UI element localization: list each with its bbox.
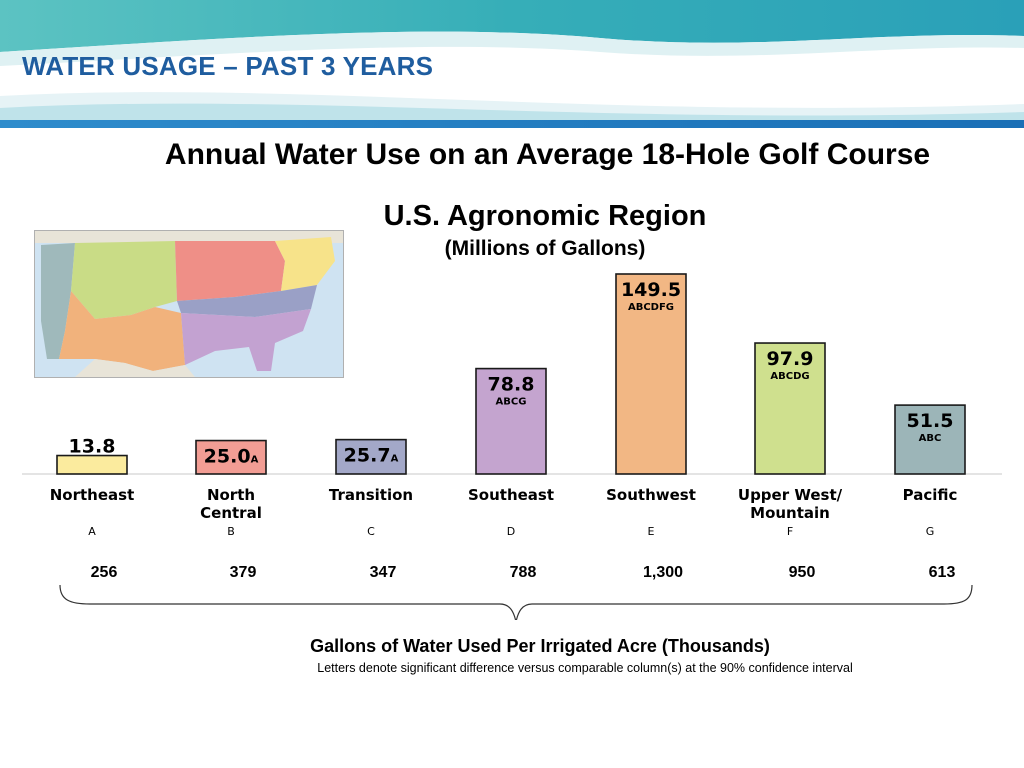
gallons-per-acre-value: 1,300	[643, 564, 683, 581]
map-region-north-central	[175, 241, 285, 301]
map-mexico	[75, 359, 195, 377]
gallons-per-acre-value: 613	[929, 564, 956, 581]
map-region-upper-west	[71, 241, 177, 319]
x-tick-label: Northeast	[50, 486, 135, 504]
bar	[894, 404, 966, 475]
x-tick-label: Central	[200, 504, 262, 522]
category-letter: E	[648, 525, 655, 538]
map-region-southwest	[59, 291, 185, 371]
region-map	[34, 230, 344, 378]
chart-subtitle: U.S. Agronomic Region	[383, 200, 707, 232]
chart-title: Annual Water Use on an Average 18-Hole G…	[164, 138, 931, 171]
map-region-pacific	[41, 243, 75, 359]
category-letter: A	[88, 525, 96, 538]
chart-units: (Millions of Gallons)	[444, 237, 646, 260]
map-region-southeast	[181, 309, 311, 371]
grouping-brace	[59, 584, 973, 620]
footnote-text: Letters denote significant difference ve…	[317, 661, 853, 675]
category-letter: C	[367, 525, 375, 538]
bar	[475, 367, 547, 475]
bar	[615, 273, 687, 475]
bar	[754, 342, 826, 475]
significance-letters: ABCDG	[770, 371, 809, 382]
header-banner	[0, 0, 1024, 128]
category-letter: G	[926, 525, 935, 538]
gallons-per-acre-value: 788	[510, 564, 537, 581]
category-letter: B	[227, 525, 235, 538]
x-tick-label: Pacific	[903, 486, 958, 504]
slide-title: WATER USAGE – PAST 3 YEARS	[22, 51, 434, 81]
bar	[335, 438, 407, 475]
bar	[56, 454, 128, 475]
gallons-per-acre-value: 950	[789, 564, 816, 581]
x-tick-label: Mountain	[750, 504, 830, 522]
x-tick-label: Upper West/	[738, 486, 843, 504]
bar-value-label: 78.8	[488, 374, 535, 396]
x-tick-label: Southeast	[468, 486, 554, 504]
footnote-title: Gallons of Water Used Per Irrigated Acre…	[310, 636, 770, 656]
bar	[195, 439, 267, 475]
category-letter: D	[507, 525, 515, 538]
gallons-per-acre-value: 256	[91, 564, 118, 581]
bar-value-label: 97.9	[767, 348, 814, 370]
x-tick-label: North	[207, 486, 255, 504]
gallons-per-acre-value: 347	[370, 564, 397, 581]
map-canada	[35, 231, 343, 243]
bar-value-label: 13.8	[69, 436, 116, 458]
significance-letters: A	[251, 455, 259, 466]
bar-value-label: 149.5	[621, 279, 681, 301]
bar-value-label: 25.7A	[344, 445, 399, 467]
significance-letters: ABC	[919, 433, 942, 444]
significance-letters: ABCDFG	[628, 302, 674, 313]
bar-value-label: 51.5	[907, 410, 954, 432]
map-region-transition	[177, 285, 317, 317]
us-region-map-image	[35, 231, 343, 377]
x-tick-label: Transition	[329, 486, 413, 504]
map-region-northeast	[275, 237, 335, 291]
bar-value-label: 25.0A	[204, 446, 259, 468]
significance-letters: ABCG	[496, 397, 527, 408]
gallons-per-acre-value: 379	[230, 564, 257, 581]
x-tick-label: Southwest	[606, 486, 696, 504]
category-letter: F	[787, 525, 793, 538]
significance-letters: A	[391, 454, 399, 465]
